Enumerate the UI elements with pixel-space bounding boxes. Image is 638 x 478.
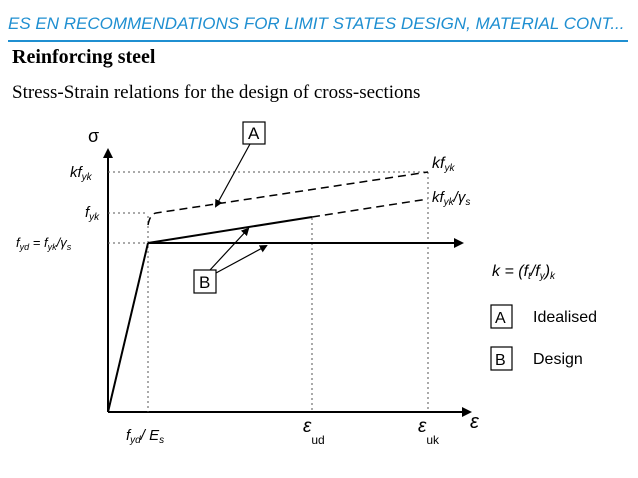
elastic-branch — [107, 242, 149, 413]
section-heading: Reinforcing steel — [12, 46, 156, 68]
right-label-kfyk-gs: kfyk/γs — [432, 189, 470, 208]
title-underline — [8, 40, 628, 42]
y-tick-fyk: fyk — [85, 204, 100, 223]
callout-b-arrow-lower — [215, 245, 268, 274]
x-tick-fyd-es: fyd/ Es — [126, 427, 164, 446]
idealised-extension — [311, 198, 429, 218]
callout-b-arrow-upper — [209, 227, 250, 271]
x-tick-eud: εud — [303, 416, 325, 447]
y-axis-symbol: σ — [88, 126, 99, 146]
slide-title: ES EN RECOMMENDATIONS FOR LIMIT STATES D… — [8, 10, 628, 38]
legend-key-b — [490, 346, 513, 371]
callout-box-a-label: A — [248, 124, 260, 143]
legend-key-a — [490, 304, 513, 329]
x-tick-euk: εuk — [418, 416, 440, 447]
legend-label-idealised: Idealised — [533, 309, 597, 326]
callout-box-b — [193, 269, 217, 294]
design-inclined-branch — [147, 216, 313, 244]
legend-label-design: Design — [533, 351, 583, 368]
y-tick-kfyk: kfyk — [70, 164, 93, 183]
idealised-curve — [147, 171, 429, 226]
legend-key-b-label: B — [495, 352, 506, 369]
callout-box-a — [242, 121, 266, 145]
right-label-kfyk: kfyk — [432, 155, 455, 174]
callout-box-b-label: B — [199, 273, 210, 292]
x-axis-symbol: ε — [470, 411, 480, 433]
y-tick-fyd: fyd = fyk/γs — [16, 235, 72, 252]
callout-a-arrow — [215, 143, 251, 208]
k-ratio-formula: k = (ft/fy)k — [492, 263, 556, 282]
legend-key-a-label: A — [495, 310, 506, 327]
section-subheading: Stress-Strain relations for the design o… — [12, 82, 421, 103]
